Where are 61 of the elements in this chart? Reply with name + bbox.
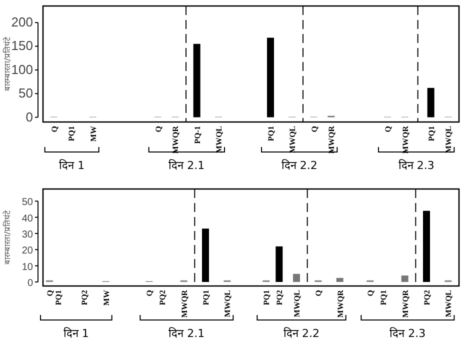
bar <box>293 274 300 282</box>
text: दिन 2.1 <box>168 327 205 340</box>
y-axis-title: बारम्बारता/प्रतिघंटे <box>2 36 12 91</box>
x-tick-label: Q <box>310 126 319 132</box>
text: दिन 1 <box>59 159 85 172</box>
x-tick-label: PQ1 <box>67 126 76 142</box>
text: दिन 1 <box>63 327 89 340</box>
x-tick-label: PQ1 <box>202 290 210 306</box>
x-tick-label: PQ2 <box>158 290 168 306</box>
x-tick-label: MW <box>102 290 111 306</box>
y-tick-label: 20 <box>22 246 34 257</box>
text: दिन 2.3 <box>398 159 434 172</box>
bar <box>336 278 344 282</box>
bar <box>267 38 274 118</box>
x-tick-label: MWQR <box>327 126 336 154</box>
text: दिन 2.2 <box>284 327 320 340</box>
y-tick-label: 10 <box>22 262 34 273</box>
bar <box>427 88 434 118</box>
x-tick-label: MW <box>88 126 98 142</box>
x-tick-label: Q <box>384 126 392 132</box>
x-tick-label: Q <box>314 290 324 296</box>
text: दिन 2.1 <box>168 159 205 172</box>
x-tick-label: MWQL <box>223 290 232 318</box>
y-tick-label: 150 <box>11 38 33 54</box>
y-tick-label: 0 <box>26 109 33 124</box>
y-tick-label: 200 <box>11 14 33 30</box>
y-tick-label: 30 <box>22 229 34 240</box>
bar <box>423 210 430 282</box>
bar <box>276 246 283 282</box>
x-tick-label: MWQR <box>180 290 189 318</box>
y-tick-label: 0 <box>27 278 34 289</box>
x-tick-label: PQ1 <box>266 126 276 142</box>
text: दिन 2.2 <box>281 159 318 172</box>
y-tick-label: 50 <box>18 86 33 101</box>
x-tick-label: PQ1 <box>426 126 436 142</box>
x-tick-label: MWQR <box>336 290 345 318</box>
y-axis-title: बारम्बारता/प्रतिघंटे <box>2 210 12 264</box>
x-tick-label: MWQR <box>171 126 180 154</box>
x-tick-label: Q <box>145 290 154 296</box>
y-tick-label: 50 <box>22 197 34 208</box>
bar <box>202 228 209 282</box>
y-tick-label: 40 <box>22 213 34 224</box>
x-tick-label: PQ2 <box>80 290 90 306</box>
x-tick-label: PQ1 <box>54 290 64 306</box>
x-tick-label: PQ-1 <box>192 126 202 144</box>
x-tick-label: PQ2 <box>275 290 284 306</box>
x-tick-label: MWQL <box>444 290 454 318</box>
bar <box>401 275 408 282</box>
text: दिन 2.3 <box>390 327 426 340</box>
x-tick-label: Q <box>154 126 163 132</box>
x-tick-label: Q <box>50 126 59 132</box>
x-tick-label: Q <box>46 290 54 296</box>
x-tick-label: PQ1 <box>379 290 388 306</box>
x-tick-label: PQ1 <box>262 290 272 306</box>
x-tick-label: PQ2 <box>422 290 432 306</box>
x-tick-label: MWQR <box>400 290 410 318</box>
bar <box>193 44 200 118</box>
y-tick-label: 100 <box>11 62 33 77</box>
x-tick-label: MWQR <box>400 126 410 154</box>
x-tick-label: MWQL <box>292 290 302 318</box>
x-tick-label: Q <box>366 290 376 296</box>
